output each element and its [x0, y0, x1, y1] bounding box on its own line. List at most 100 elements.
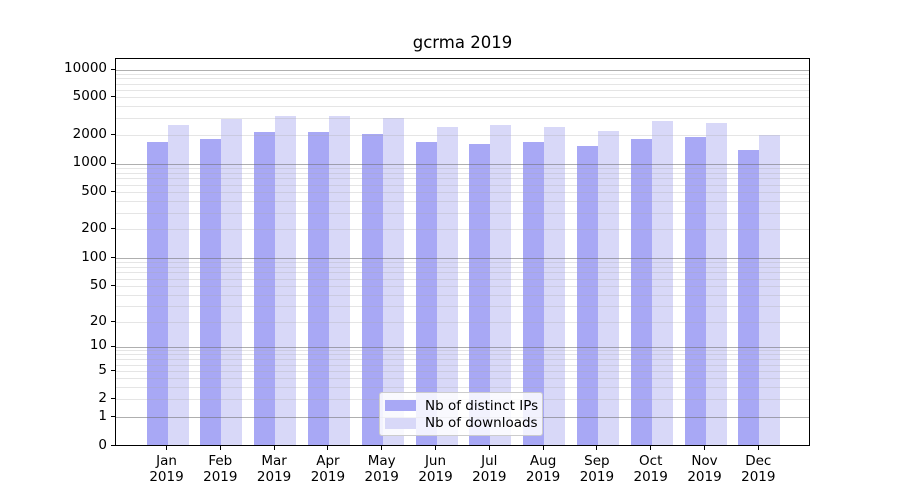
x-tick-label-jul: Jul 2019 — [472, 453, 507, 485]
legend-swatch-distinct-ips — [385, 400, 416, 412]
y-tick-label-20: 20 — [89, 312, 107, 329]
y-tick-label-1: 1 — [98, 407, 107, 424]
bar-distinct-ips-apr — [307, 131, 329, 445]
y-tick-mark-1 — [111, 416, 115, 417]
gridline-minor-8 — [116, 354, 809, 356]
gridline-minor-3 — [116, 386, 809, 388]
bar-downloads-aug — [544, 127, 566, 445]
legend-label-distinct-ips: Nb of distinct IPs — [425, 397, 539, 414]
y-tick-mark-100 — [111, 257, 115, 258]
gridline-minor-6 — [116, 364, 809, 366]
y-tick-label-1000: 1000 — [72, 154, 107, 171]
bar-distinct-ips-aug — [523, 141, 545, 445]
gridline-minor-70 — [116, 272, 809, 274]
chart-title: gcrma 2019 — [412, 33, 513, 52]
legend-label-downloads: Nb of downloads — [425, 415, 538, 432]
bar-downloads-dec — [759, 135, 781, 445]
gridline-minor-9 — [116, 350, 809, 352]
gridline-minor-7 — [116, 359, 809, 361]
y-tick-mark-200 — [111, 228, 115, 229]
y-tick-mark-5000 — [111, 96, 115, 97]
gridline-minor-200 — [116, 229, 809, 230]
y-tick-mark-0 — [111, 445, 115, 446]
x-tick-label-aug: Aug 2019 — [525, 453, 561, 485]
x-tick-mark-may — [381, 446, 383, 450]
y-tick-label-5000: 5000 — [72, 87, 107, 104]
x-tick-label-nov: Nov 2019 — [687, 453, 722, 485]
gridline-minor-80 — [116, 267, 809, 268]
gridline-minor-50 — [116, 286, 809, 287]
gridline-minor-600 — [116, 184, 809, 186]
x-tick-mark-nov — [704, 446, 705, 450]
x-tick-label-dec: Dec 2019 — [741, 453, 776, 485]
bar-downloads-apr — [328, 115, 350, 445]
gridline-major-100 — [116, 258, 809, 259]
bar-downloads-sep — [597, 131, 619, 445]
x-tick-label-jun: Jun 2019 — [418, 453, 453, 485]
x-tick-mark-apr — [327, 446, 329, 450]
gridline-minor-6000 — [116, 89, 809, 91]
x-tick-mark-oct — [650, 446, 652, 450]
y-tick-label-200: 200 — [81, 219, 107, 236]
gridline-minor-60 — [116, 278, 809, 280]
gridline-minor-4000 — [116, 106, 809, 108]
gridline-minor-90 — [116, 262, 809, 264]
y-tick-mark-500 — [111, 191, 115, 193]
gridline-minor-7000 — [116, 83, 809, 85]
y-tick-label-0: 0 — [98, 436, 107, 453]
x-tick-mark-jul — [488, 446, 490, 450]
y-tick-mark-20 — [111, 321, 115, 322]
legend-item-downloads: Nb of downloads — [385, 415, 538, 432]
x-tick-mark-mar — [273, 446, 275, 450]
y-tick-mark-10 — [111, 345, 115, 347]
bar-distinct-ips-dec — [738, 149, 760, 445]
gridline-minor-9000 — [116, 73, 809, 75]
gridline-minor-8000 — [116, 78, 809, 80]
bar-distinct-ips-nov — [684, 136, 706, 445]
y-tick-mark-2 — [111, 398, 115, 399]
bar-downloads-nov — [705, 123, 727, 445]
bar-distinct-ips-jul — [469, 143, 491, 445]
gridline-minor-300 — [116, 212, 809, 214]
bar-distinct-ips-may — [361, 133, 383, 445]
y-tick-label-10000: 10000 — [64, 60, 107, 76]
bar-distinct-ips-mar — [254, 132, 276, 445]
x-tick-mark-dec — [757, 446, 759, 450]
legend-item-distinct-ips: Nb of distinct IPs — [385, 397, 539, 414]
x-tick-label-may: May 2019 — [364, 453, 399, 485]
y-tick-mark-50 — [111, 285, 115, 286]
x-tick-label-feb: Feb 2019 — [203, 453, 238, 485]
bar-distinct-ips-jan — [146, 141, 168, 445]
y-tick-label-2: 2 — [98, 389, 107, 406]
gridline-minor-40 — [116, 294, 809, 296]
bar-downloads-may — [382, 118, 404, 445]
y-tick-label-500: 500 — [81, 182, 107, 199]
gridline-minor-800 — [116, 172, 809, 174]
x-tick-label-jan: Jan 2019 — [149, 453, 184, 485]
y-tick-mark-1000 — [111, 162, 115, 164]
gridline-minor-4 — [116, 377, 809, 379]
gridline-minor-2000 — [116, 135, 809, 136]
x-tick-mark-feb — [219, 446, 221, 450]
y-tick-mark-10000 — [111, 68, 115, 70]
gridline-minor-5000 — [116, 97, 809, 98]
x-tick-label-apr: Apr 2019 — [310, 453, 346, 485]
gridline-minor-5 — [116, 371, 809, 372]
plot-area — [115, 58, 810, 446]
bar-downloads-jun — [436, 127, 458, 445]
gridline-major-10000 — [116, 69, 809, 71]
bar-downloads-mar — [275, 116, 297, 445]
legend-swatch-downloads — [385, 417, 416, 429]
y-tick-label-100: 100 — [81, 248, 107, 265]
y-tick-mark-2000 — [111, 134, 115, 135]
gridline-minor-30 — [116, 306, 809, 308]
gridline-minor-500 — [116, 192, 809, 194]
bar-downloads-feb — [221, 119, 243, 445]
gridline-minor-3000 — [116, 118, 809, 120]
bar-distinct-ips-feb — [200, 138, 222, 445]
bar-distinct-ips-jun — [415, 141, 437, 445]
y-tick-label-10: 10 — [89, 337, 107, 353]
legend: Nb of distinct IPs Nb of downloads — [379, 392, 543, 436]
gridline-minor-700 — [116, 178, 809, 180]
bar-downloads-jul — [490, 125, 512, 445]
